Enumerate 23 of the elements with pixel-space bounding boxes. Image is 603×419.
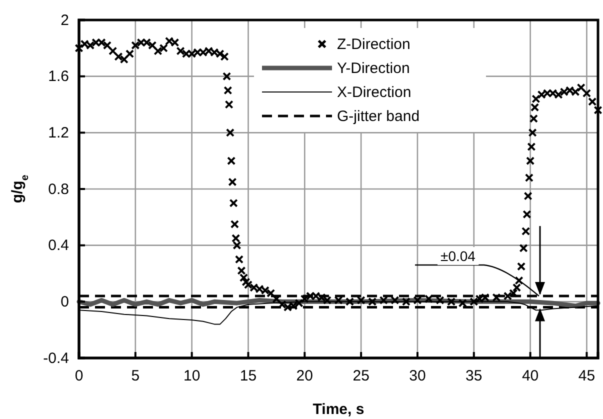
x-tick-label: 25 bbox=[352, 368, 370, 385]
x-tick-label: 10 bbox=[183, 368, 200, 385]
y-tick-label: 2 bbox=[60, 12, 69, 29]
y-tick-label: -0.4 bbox=[43, 350, 69, 367]
legend-label: Z-Direction bbox=[337, 36, 410, 53]
legend-label: Y-Direction bbox=[337, 60, 410, 77]
x-axis-title: Time, s bbox=[312, 401, 364, 418]
legend-label: X-Direction bbox=[337, 84, 412, 101]
x-tick-label: 0 bbox=[74, 368, 84, 385]
x-tick-label: 20 bbox=[296, 368, 313, 385]
annotation: ±0.04 bbox=[440, 248, 476, 264]
y-tick-label: 0.8 bbox=[48, 180, 69, 198]
x-tick-label: 30 bbox=[409, 368, 426, 385]
legend-label: G-jitter band bbox=[337, 108, 420, 125]
y-tick-label: 0 bbox=[60, 293, 69, 310]
y-tick-label: 0.4 bbox=[48, 237, 69, 254]
x-tick-label: 5 bbox=[131, 368, 140, 385]
x-tick-label: 35 bbox=[466, 368, 482, 385]
x-tick-label: 40 bbox=[522, 368, 539, 385]
x-tick-label: 15 bbox=[240, 368, 257, 385]
y-tick-label: 1.2 bbox=[48, 124, 69, 142]
y-tick-label: 1.6 bbox=[48, 68, 69, 86]
x-tick-label: 45 bbox=[578, 368, 596, 385]
